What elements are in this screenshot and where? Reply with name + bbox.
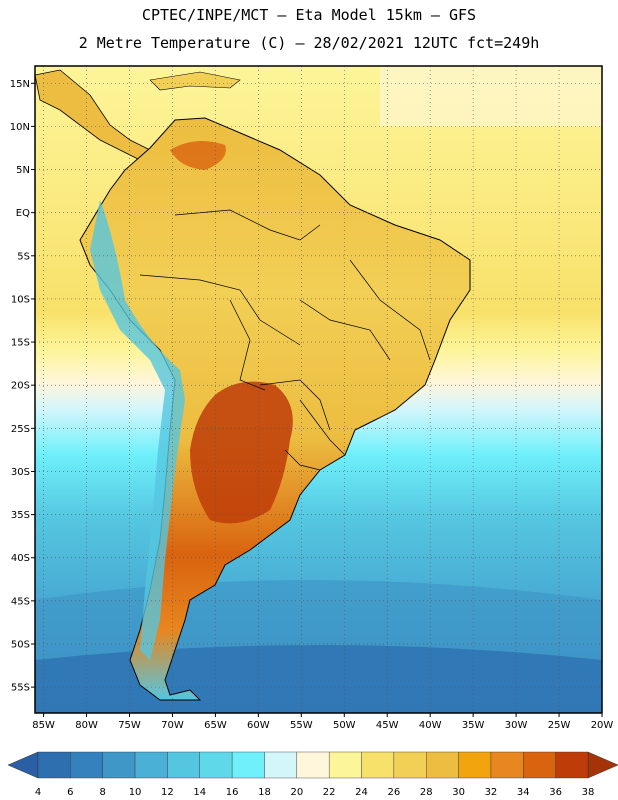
lon-label: 30W [505, 720, 528, 731]
colorbar-swatch [555, 751, 589, 779]
colorbar-tick-label: 6 [67, 787, 73, 798]
lon-label: 75W [118, 720, 141, 731]
colorbar-swatch [37, 751, 71, 779]
lat-label: 40S [11, 553, 30, 564]
lat-label: 10N [10, 122, 30, 133]
lon-label: 45W [376, 720, 399, 731]
colorbar-swatch [167, 751, 200, 779]
latitude-labels: 15N 10N 5N EQ 5S 10S 15S 20S 25S 30S 35S 40S 45S 50S 5… [10, 79, 35, 694]
lat-label: 10S [11, 294, 30, 305]
lat-label: 45S [11, 596, 30, 607]
lon-label: 50W [333, 720, 356, 731]
colorbar-low-arrow [7, 751, 39, 779]
colorbar-tick-label: 14 [193, 787, 206, 798]
lat-label: 20S [11, 381, 30, 392]
colorbar-high-arrow [587, 751, 618, 779]
colorbar-tick-label: 8 [100, 787, 106, 798]
country-borders [139, 209, 431, 471]
colorbar-swatch [264, 751, 298, 779]
lat-label: 15N [10, 79, 30, 90]
tropical-ocean-band [380, 66, 602, 126]
colorbar-swatch [426, 751, 459, 779]
colorbar-tick-label: 24 [355, 787, 368, 798]
colorbar-tick-label: 30 [452, 787, 465, 798]
colorbar-tick-label: 18 [258, 787, 271, 798]
lat-label: 15S [11, 338, 30, 349]
lon-label: 25W [548, 720, 571, 731]
colorbar-swatch [102, 751, 136, 779]
map-frame [34, 65, 603, 714]
lat-label: 25S [11, 424, 30, 435]
colorbar-tick-label: 16 [226, 787, 239, 798]
colorbar-swatch [134, 751, 168, 779]
venezuela-heat [170, 141, 226, 170]
lat-label: 5N [16, 165, 30, 176]
colorbar-tick-label: 4 [35, 787, 41, 798]
lon-label: 55W [290, 720, 313, 731]
colorbar-tick-label: 26 [388, 787, 401, 798]
colorbar-tick-label: 22 [323, 787, 336, 798]
graticule [35, 66, 602, 713]
colorbar-tick-label: 10 [129, 787, 142, 798]
colorbar-swatch [296, 751, 330, 779]
colorbar-tick-label: 38 [582, 787, 595, 798]
colorbar-swatch [231, 751, 265, 779]
chart-subtitle: 2 Metre Temperature (C) — 28/02/2021 12U… [78, 34, 540, 52]
colorbar-swatch [393, 751, 427, 779]
colorbar-tick-label: 32 [485, 787, 498, 798]
colorbar-swatch [490, 751, 524, 779]
coldest-ocean-band [35, 645, 602, 713]
colorbar-swatch [361, 751, 395, 779]
lon-label: 70W [161, 720, 184, 731]
andes-cold-strip [90, 200, 185, 660]
lat-label: 30S [11, 467, 30, 478]
lon-label: 85W [32, 720, 55, 731]
temperature-map: 15N 10N 5N EQ 5S 10S 15S 20S 25S 30S 35S 40S 45S 50S 5… [7, 65, 618, 798]
colorbar-swatch [328, 751, 362, 779]
colorbar-swatch [70, 751, 103, 779]
lat-label: 50S [11, 639, 30, 650]
caribbean-islands [149, 71, 241, 91]
colorbar: 4 6 8 10 12 14 16 18 20 22 24 26 28 30 32 34 36 38 [7, 751, 618, 798]
lon-label: 80W [75, 720, 98, 731]
lon-label: 65W [204, 720, 227, 731]
colorbar-swatch [199, 751, 233, 779]
lat-label: EQ [16, 208, 30, 219]
lat-label: 55S [11, 683, 30, 694]
colorbar-swatch [523, 751, 556, 779]
lon-label: 60W [247, 720, 270, 731]
colorbar-swatch [458, 751, 492, 779]
colorbar-tick-label: 20 [290, 787, 303, 798]
colorbar-tick-label: 36 [549, 787, 562, 798]
lon-label: 35W [462, 720, 485, 731]
chart-title: CPTEC/INPE/MCT — Eta Model 15km — GFS [141, 6, 477, 24]
lon-label: 40W [419, 720, 442, 731]
lon-label: 20W [591, 720, 614, 731]
heat-core [190, 381, 293, 524]
colorbar-tick-label: 28 [420, 787, 433, 798]
colorbar-tick-label: 12 [161, 787, 174, 798]
longitude-labels: 85W 80W 75W 70W 65W 60W 55W 50W 45W 40W 35W 30W 25W 2… [32, 713, 613, 731]
lat-label: 35S [11, 510, 30, 521]
colorbar-tick-label: 34 [517, 787, 530, 798]
lat-label: 5S [17, 251, 30, 262]
